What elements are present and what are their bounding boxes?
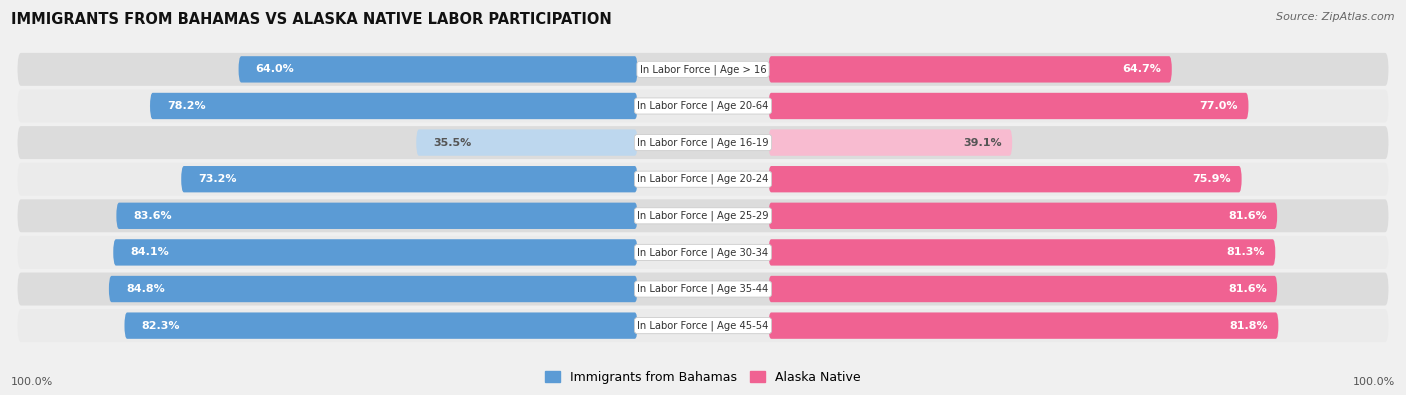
- Text: In Labor Force | Age 20-24: In Labor Force | Age 20-24: [637, 174, 769, 184]
- FancyBboxPatch shape: [769, 166, 1241, 192]
- Text: 78.2%: 78.2%: [167, 101, 205, 111]
- Text: 81.6%: 81.6%: [1227, 284, 1267, 294]
- FancyBboxPatch shape: [17, 199, 1389, 232]
- Text: 39.1%: 39.1%: [963, 137, 1002, 148]
- Text: 77.0%: 77.0%: [1199, 101, 1239, 111]
- Text: 84.8%: 84.8%: [127, 284, 165, 294]
- Text: In Labor Force | Age 30-34: In Labor Force | Age 30-34: [637, 247, 769, 258]
- Text: 75.9%: 75.9%: [1192, 174, 1232, 184]
- Legend: Immigrants from Bahamas, Alaska Native: Immigrants from Bahamas, Alaska Native: [540, 366, 866, 389]
- FancyBboxPatch shape: [17, 90, 1389, 122]
- FancyBboxPatch shape: [108, 276, 637, 302]
- FancyBboxPatch shape: [17, 126, 1389, 159]
- Text: In Labor Force | Age 45-54: In Labor Force | Age 45-54: [637, 320, 769, 331]
- FancyBboxPatch shape: [17, 273, 1389, 305]
- Text: In Labor Force | Age 25-29: In Labor Force | Age 25-29: [637, 211, 769, 221]
- Text: 81.6%: 81.6%: [1227, 211, 1267, 221]
- Text: 84.1%: 84.1%: [131, 247, 169, 258]
- FancyBboxPatch shape: [769, 276, 1277, 302]
- FancyBboxPatch shape: [150, 93, 637, 119]
- FancyBboxPatch shape: [416, 130, 637, 156]
- FancyBboxPatch shape: [124, 312, 637, 339]
- FancyBboxPatch shape: [114, 239, 637, 265]
- FancyBboxPatch shape: [17, 309, 1389, 342]
- Text: In Labor Force | Age > 16: In Labor Force | Age > 16: [640, 64, 766, 75]
- Text: 83.6%: 83.6%: [134, 211, 172, 221]
- FancyBboxPatch shape: [17, 163, 1389, 196]
- Text: IMMIGRANTS FROM BAHAMAS VS ALASKA NATIVE LABOR PARTICIPATION: IMMIGRANTS FROM BAHAMAS VS ALASKA NATIVE…: [11, 12, 612, 27]
- FancyBboxPatch shape: [117, 203, 637, 229]
- Text: 100.0%: 100.0%: [11, 377, 53, 387]
- Text: In Labor Force | Age 16-19: In Labor Force | Age 16-19: [637, 137, 769, 148]
- FancyBboxPatch shape: [769, 56, 1171, 83]
- Text: 81.8%: 81.8%: [1229, 321, 1268, 331]
- Text: 81.3%: 81.3%: [1226, 247, 1265, 258]
- Text: In Labor Force | Age 20-64: In Labor Force | Age 20-64: [637, 101, 769, 111]
- FancyBboxPatch shape: [769, 312, 1278, 339]
- Text: In Labor Force | Age 35-44: In Labor Force | Age 35-44: [637, 284, 769, 294]
- Text: Source: ZipAtlas.com: Source: ZipAtlas.com: [1277, 12, 1395, 22]
- Text: 100.0%: 100.0%: [1353, 377, 1395, 387]
- Text: 64.7%: 64.7%: [1122, 64, 1161, 74]
- FancyBboxPatch shape: [181, 166, 637, 192]
- FancyBboxPatch shape: [769, 239, 1275, 265]
- Text: 82.3%: 82.3%: [142, 321, 180, 331]
- Text: 73.2%: 73.2%: [198, 174, 236, 184]
- FancyBboxPatch shape: [769, 93, 1249, 119]
- Text: 64.0%: 64.0%: [256, 64, 294, 74]
- FancyBboxPatch shape: [17, 53, 1389, 86]
- FancyBboxPatch shape: [769, 130, 1012, 156]
- FancyBboxPatch shape: [769, 203, 1277, 229]
- FancyBboxPatch shape: [239, 56, 637, 83]
- FancyBboxPatch shape: [17, 236, 1389, 269]
- Text: 35.5%: 35.5%: [433, 137, 471, 148]
